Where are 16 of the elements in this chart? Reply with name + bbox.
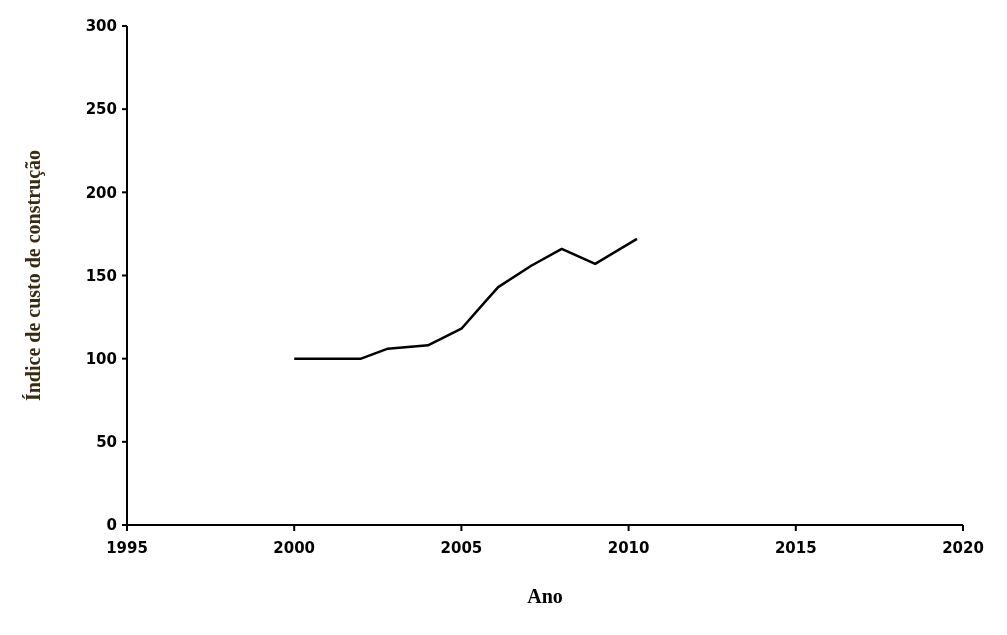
x-tick-label: 2015 bbox=[774, 539, 817, 557]
x-tick-label: 2010 bbox=[607, 539, 650, 557]
x-tick-label: 1995 bbox=[106, 539, 148, 557]
x-tick-label: 2000 bbox=[273, 539, 316, 557]
y-tick-label: 100 bbox=[85, 349, 117, 368]
y-tick-label: 300 bbox=[85, 17, 117, 36]
x-tick-label: 2005 bbox=[440, 539, 483, 557]
y-axis-title: Índice de custo de construção bbox=[22, 149, 45, 402]
y-tick-label: 200 bbox=[85, 183, 117, 202]
line-series bbox=[292, 237, 639, 360]
y-tick-label: 250 bbox=[85, 100, 117, 119]
y-tick-label: 0 bbox=[106, 516, 117, 535]
x-tick-label: 2020 bbox=[942, 539, 984, 557]
y-tick-label: 150 bbox=[85, 266, 117, 285]
y-tick-label: 50 bbox=[96, 433, 117, 452]
x-axis-title: Ano bbox=[527, 585, 563, 607]
